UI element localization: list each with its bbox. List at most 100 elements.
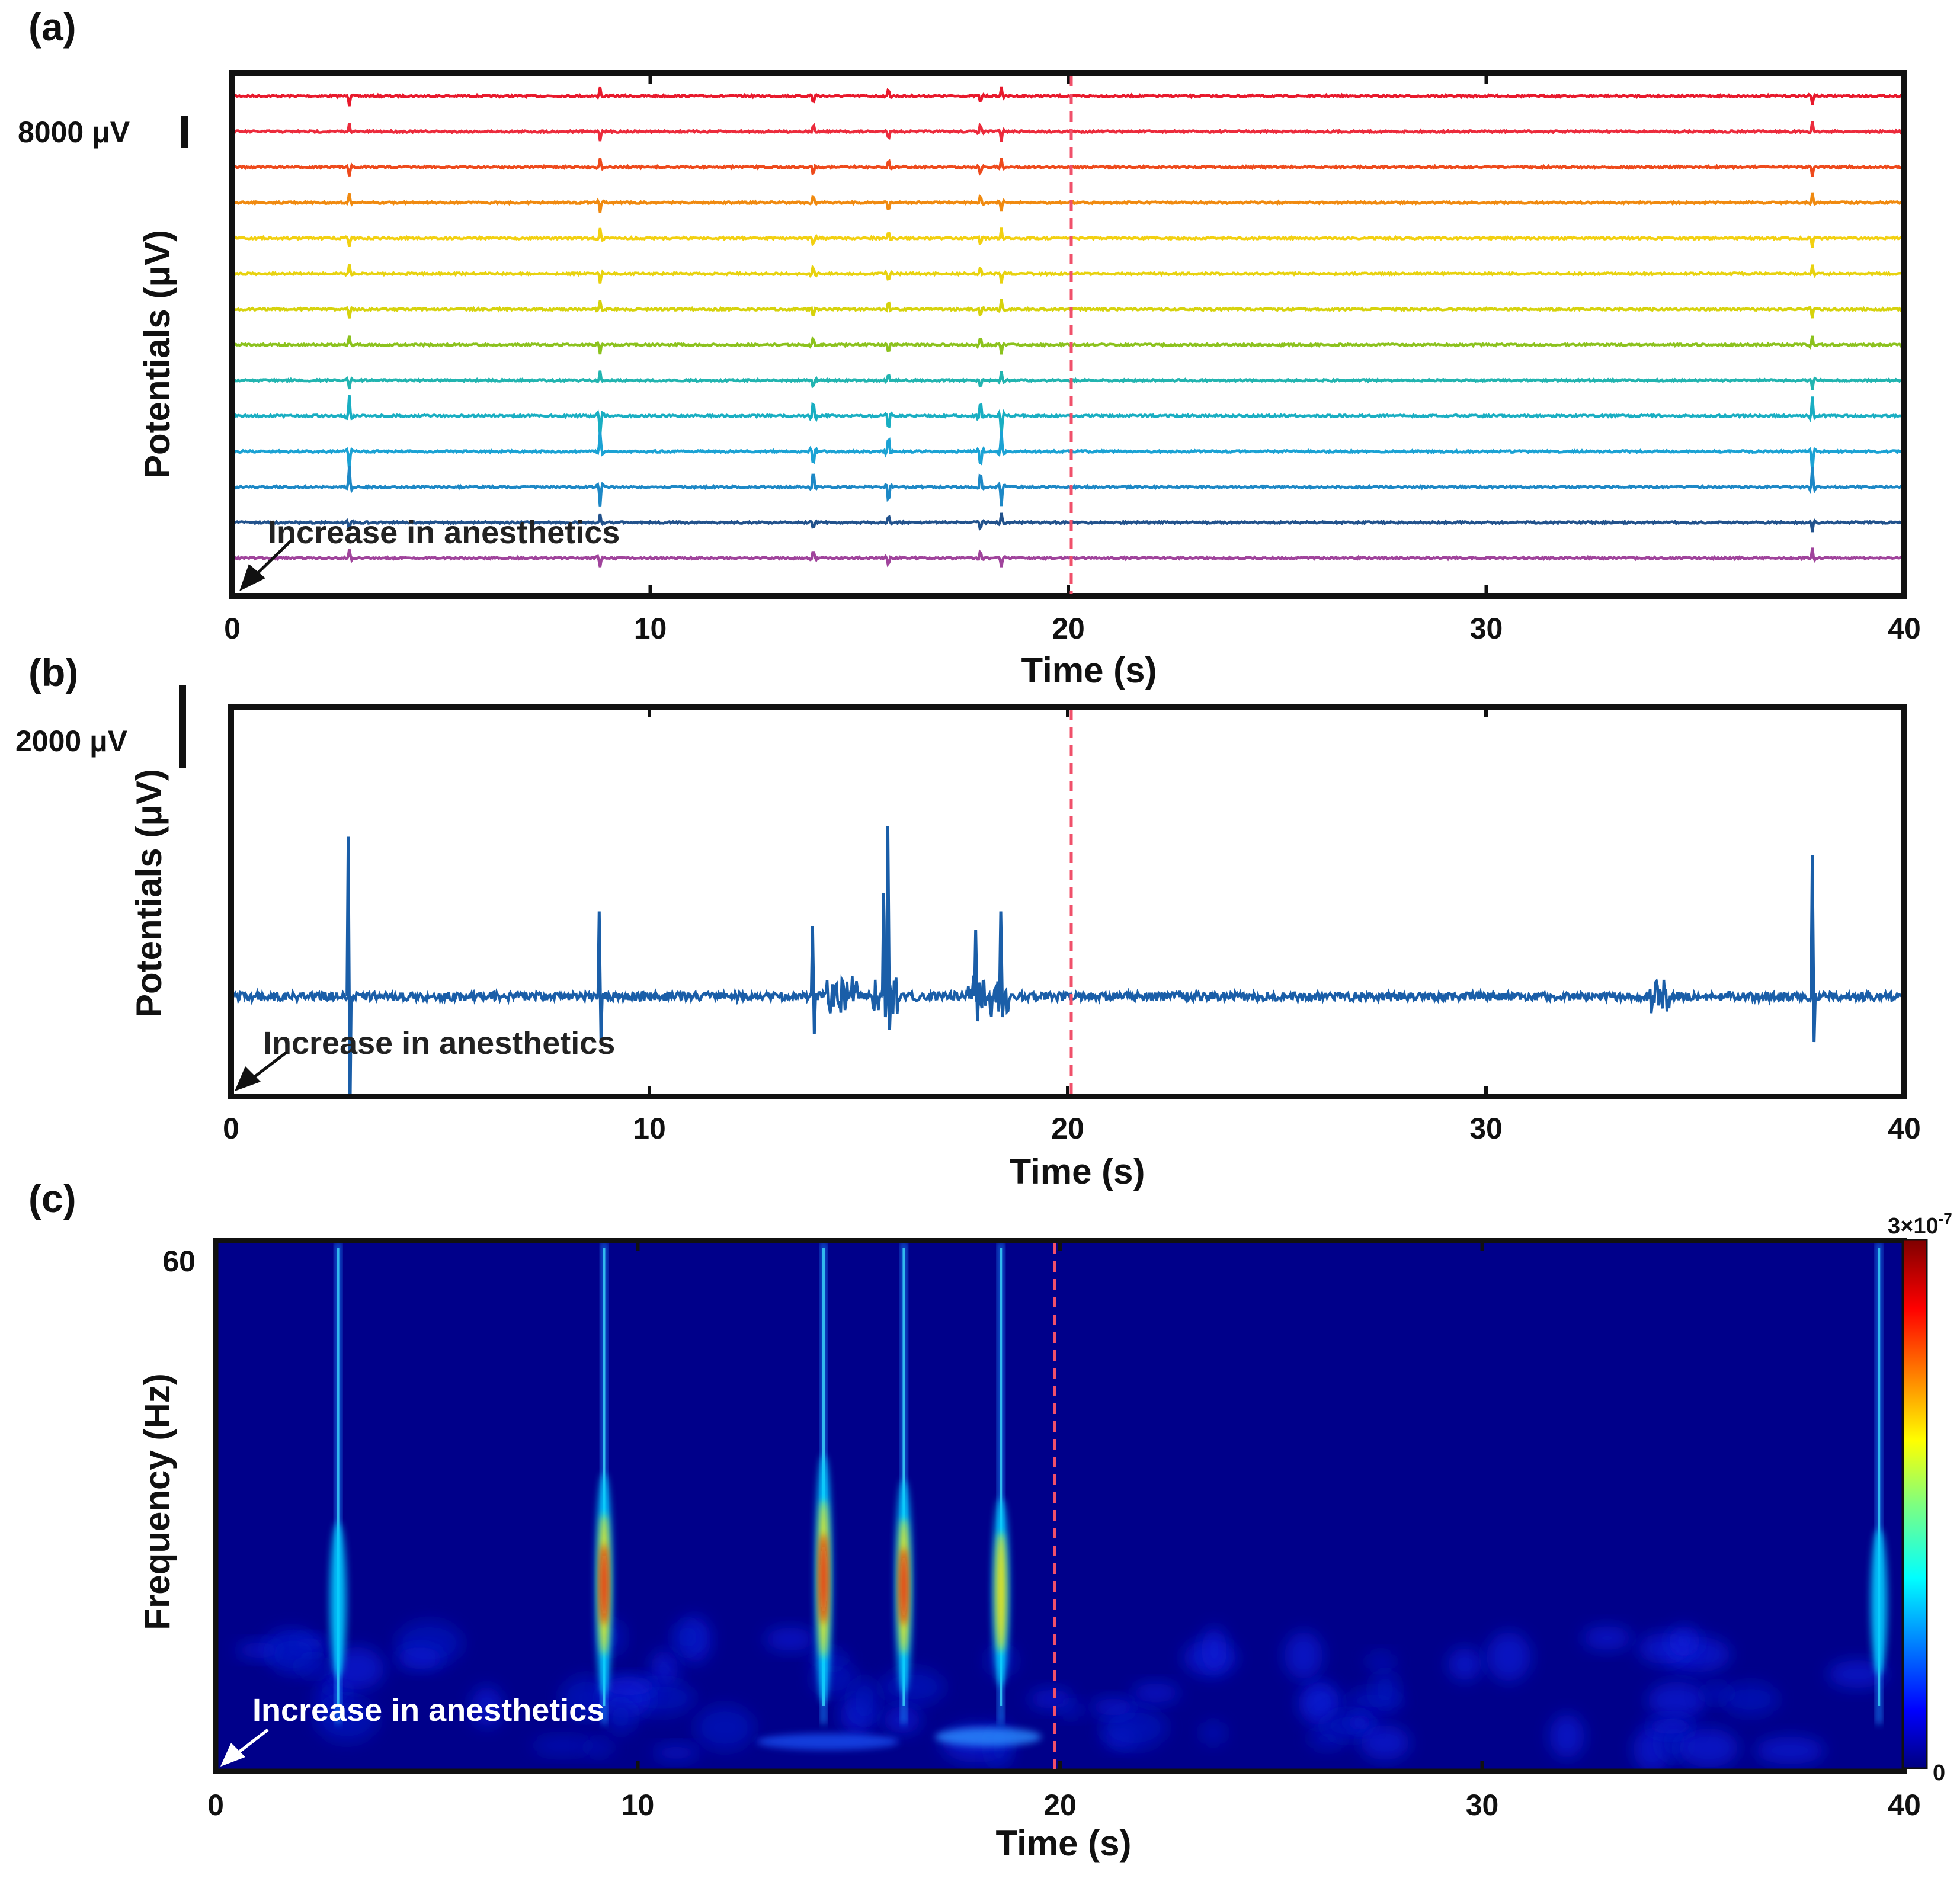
spike <box>885 826 892 1030</box>
panel-c-ytick-60: 60 <box>162 1245 196 1278</box>
panel-a-xtick-label: 40 <box>1888 612 1921 645</box>
panel-b-xtick-label: 0 <box>223 1112 239 1145</box>
burst-body <box>1871 1528 1888 1675</box>
panel-a-xtick-label: 0 <box>224 612 241 645</box>
channel-trace <box>232 121 1904 142</box>
spectral-blob <box>1371 1670 1399 1709</box>
channel-trace <box>232 264 1904 284</box>
burst-hot <box>995 1532 1007 1652</box>
spectral-blob <box>315 1697 378 1742</box>
spectral-blob <box>1202 1627 1227 1674</box>
spectral-blob <box>295 1656 331 1677</box>
burst-core <box>902 1248 905 1706</box>
spectral-blob <box>1284 1631 1323 1679</box>
channel-trace <box>232 466 1904 507</box>
channel-trace <box>232 158 1904 178</box>
panel-b-xticks: 0 10 20 30 40 <box>223 707 1921 1145</box>
panel-a-xticks: 0 10 20 30 40 <box>224 73 1921 645</box>
panel-c-arrow <box>236 1729 269 1755</box>
colorbar-min-label: 0 <box>1933 1761 1945 1785</box>
panel-b-arrowhead <box>235 1066 261 1091</box>
spike <box>880 892 888 1018</box>
panel-b: (b) 2000 μV Potentials (μV) 0 10 20 30 40 Ti… <box>15 650 1921 1191</box>
burst-core <box>337 1248 340 1706</box>
spectral-blob <box>396 1647 444 1669</box>
spectral-blob <box>1365 1652 1397 1670</box>
channel-trace <box>232 86 1904 107</box>
panel-c-ylabel: Frequency (Hz) <box>137 1373 177 1630</box>
panel-c-annotation: Increase in anesthetics <box>252 1692 604 1728</box>
spectral-blob <box>651 1650 678 1688</box>
panel-c-xtick-label: 0 <box>207 1788 224 1822</box>
panel-b-label: (b) <box>28 650 78 694</box>
spectral-blob <box>1298 1682 1340 1725</box>
panel-a-xlabel: Time (s) <box>1021 650 1157 690</box>
channel-trace <box>232 299 1904 319</box>
spectral-blob <box>1549 1714 1584 1759</box>
panel-a-scale-label: 8000 μV <box>18 116 130 149</box>
panel-b-annotation: Increase in anesthetics <box>263 1025 615 1061</box>
spectral-blob <box>561 1676 613 1720</box>
spectral-blob <box>934 1727 1042 1746</box>
spectral-blob <box>1057 1702 1085 1718</box>
channel-trace <box>232 370 1904 390</box>
spectral-blob <box>471 1687 502 1727</box>
panel-b-ylabel: Potentials (μV) <box>129 769 169 1018</box>
panel-b-scale-bar <box>179 685 186 768</box>
spectral-blob <box>330 1647 385 1690</box>
panel-a-arrow <box>254 539 293 577</box>
panel-a-ylabel: Potentials (μV) <box>137 230 177 479</box>
panel-a-traces <box>232 86 1904 568</box>
panel-b-xtick-label: 40 <box>1888 1112 1921 1145</box>
panel-a-scale-bar <box>181 116 188 148</box>
spectral-blob <box>1447 1647 1482 1681</box>
spike <box>596 911 604 1040</box>
spectral-blob <box>606 1700 635 1735</box>
panel-a-xtick-label: 20 <box>1052 612 1085 645</box>
spectral-blob <box>531 1736 595 1755</box>
spectral-blob <box>1200 1721 1226 1745</box>
burst-core <box>1000 1248 1003 1706</box>
panel-c-arrowhead <box>220 1743 245 1767</box>
channel-trace <box>232 395 1904 436</box>
spectral-blob <box>1582 1626 1632 1650</box>
burst-peak <box>900 1547 908 1626</box>
panel-c-xtick-label: 20 <box>1043 1788 1077 1822</box>
spectral-blob <box>1360 1725 1410 1761</box>
burst-peak <box>820 1534 827 1624</box>
spectral-blob <box>765 1628 816 1651</box>
panel-b-xtick-label: 20 <box>1051 1112 1084 1145</box>
channel-trace <box>232 227 1904 248</box>
spectral-blob <box>1647 1682 1706 1719</box>
spectral-blob <box>849 1677 880 1725</box>
spike <box>809 925 817 1034</box>
spectral-blob <box>653 1745 700 1760</box>
panel-a-xtick-label: 10 <box>634 612 667 645</box>
panel-b-xtick-label: 10 <box>633 1112 666 1145</box>
spectral-blob <box>1486 1631 1531 1682</box>
spike <box>998 911 1005 1018</box>
spectral-blob <box>1090 1698 1135 1716</box>
burst-peak <box>600 1544 608 1625</box>
colorbar-max-label: 3×10-7 <box>1888 1210 1952 1239</box>
spectral-blob <box>695 1706 754 1750</box>
spike <box>973 929 981 1022</box>
spectral-blob <box>1722 1683 1779 1716</box>
spectral-blob <box>1828 1660 1887 1688</box>
spike <box>345 836 353 1096</box>
panel-c-xtick-label: 30 <box>1466 1788 1499 1822</box>
spectral-blob <box>601 1676 658 1695</box>
panel-b-scale-label: 2000 μV <box>15 724 128 758</box>
panel-c-heatmap <box>236 1242 1888 1771</box>
channel-trace <box>232 547 1904 568</box>
spectral-blob <box>1679 1728 1739 1768</box>
spectral-blob <box>584 1739 614 1756</box>
panel-b-xlabel: Time (s) <box>1010 1152 1145 1191</box>
spectral-blob <box>1755 1736 1825 1765</box>
spike <box>1810 855 1817 1043</box>
spectral-blob <box>1100 1706 1167 1749</box>
panel-c-xlabel: Time (s) <box>996 1823 1132 1863</box>
spectral-blob <box>1346 1714 1373 1731</box>
spectral-blob <box>1668 1626 1700 1657</box>
